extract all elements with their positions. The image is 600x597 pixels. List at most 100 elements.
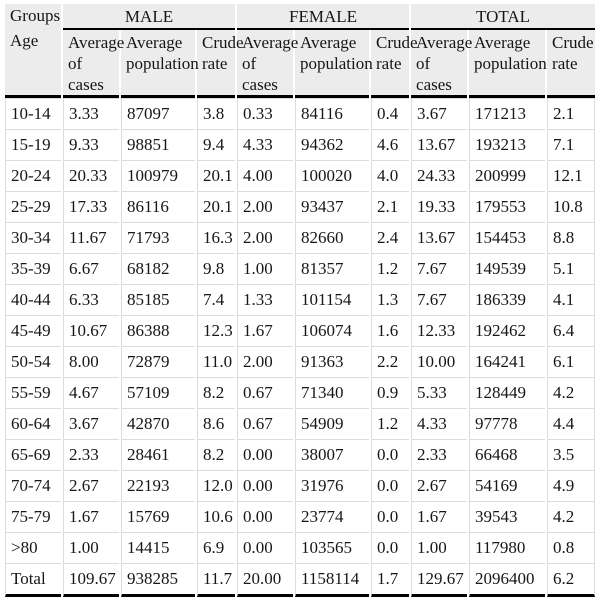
value-cell: 11.67 xyxy=(63,222,119,253)
value-cell: 4.0 xyxy=(371,160,410,191)
value-cell: 0.67 xyxy=(237,408,294,439)
value-cell: 0.33 xyxy=(237,98,294,129)
value-cell: 11.7 xyxy=(197,563,236,597)
value-cell: 3.67 xyxy=(63,408,119,439)
value-cell: 938285 xyxy=(121,563,195,597)
value-cell: 109.67 xyxy=(63,563,119,597)
value-cell: 9.33 xyxy=(63,129,119,160)
value-cell: 1.67 xyxy=(411,501,468,532)
value-cell: 4.4 xyxy=(547,408,596,439)
value-cell: 8.8 xyxy=(547,222,596,253)
value-cell: 66468 xyxy=(469,439,546,470)
value-cell: 1.00 xyxy=(63,532,119,563)
value-cell: 10.8 xyxy=(547,191,596,222)
corner-label-groups: Groups xyxy=(10,6,61,25)
table-row: 15-19 9.33 98851 9.4 4.33 94362 4.6 13.6… xyxy=(5,129,596,160)
value-cell: 20.1 xyxy=(197,191,236,222)
value-cell: 20.1 xyxy=(197,160,236,191)
value-cell: 1.00 xyxy=(237,253,294,284)
value-cell: 54169 xyxy=(469,470,546,501)
value-cell: 7.67 xyxy=(411,253,468,284)
value-cell: 15769 xyxy=(121,501,195,532)
value-cell: 0.00 xyxy=(237,439,294,470)
table-row: 60-64 3.67 42870 8.6 0.67 54909 1.2 4.33… xyxy=(5,408,596,439)
col-header-male-cases: Average of cases xyxy=(63,30,124,98)
value-cell: 42870 xyxy=(121,408,195,439)
value-cell: 0.9 xyxy=(371,377,410,408)
value-cell: 0.4 xyxy=(371,98,410,129)
value-cell: 6.9 xyxy=(197,532,236,563)
age-groups-table: Groups Age MALE FEMALE TOTAL Average of … xyxy=(3,4,597,597)
table-row: 70-74 2.67 22193 12.0 0.00 31976 0.0 2.6… xyxy=(5,470,596,501)
value-cell: 6.4 xyxy=(547,315,596,346)
value-cell: 117980 xyxy=(469,532,546,563)
value-cell: 94362 xyxy=(295,129,370,160)
table-row: 35-39 6.67 68182 9.8 1.00 81357 1.2 7.67… xyxy=(5,253,596,284)
group-header-female: FEMALE xyxy=(237,4,410,30)
value-cell: 57109 xyxy=(121,377,195,408)
value-cell: 81357 xyxy=(295,253,370,284)
value-cell: 1.2 xyxy=(371,408,410,439)
value-cell: 103565 xyxy=(295,532,370,563)
value-cell: 68182 xyxy=(121,253,195,284)
value-cell: 13.67 xyxy=(411,129,468,160)
value-cell: 2.33 xyxy=(411,439,468,470)
table-row: 75-79 1.67 15769 10.6 0.00 23774 0.0 1.6… xyxy=(5,501,596,532)
value-cell: 6.67 xyxy=(63,253,119,284)
table-row: 55-59 4.67 57109 8.2 0.67 71340 0.9 5.33… xyxy=(5,377,596,408)
age-label: 50-54 xyxy=(5,346,61,377)
value-cell: 2.67 xyxy=(63,470,119,501)
value-cell: 0.8 xyxy=(547,532,596,563)
value-cell: 1.33 xyxy=(237,284,294,315)
age-label: 25-29 xyxy=(5,191,61,222)
age-label: 65-69 xyxy=(5,439,61,470)
table-body: 10-14 3.33 87097 3.8 0.33 84116 0.4 3.67… xyxy=(5,98,596,597)
value-cell: 2.00 xyxy=(237,222,294,253)
value-cell: 7.1 xyxy=(547,129,596,160)
value-cell: 4.33 xyxy=(237,129,294,160)
table-row: 40-44 6.33 85185 7.4 1.33 101154 1.3 7.6… xyxy=(5,284,596,315)
table-row: 25-29 17.33 86116 20.1 2.00 93437 2.1 19… xyxy=(5,191,596,222)
age-label: 35-39 xyxy=(5,253,61,284)
value-cell: 4.2 xyxy=(547,501,596,532)
value-cell: 71340 xyxy=(295,377,370,408)
value-cell: 97778 xyxy=(469,408,546,439)
age-label: 15-19 xyxy=(5,129,61,160)
value-cell: 1.7 xyxy=(371,563,410,597)
table-row: 50-54 8.00 72879 11.0 2.00 91363 2.2 10.… xyxy=(5,346,596,377)
value-cell: 5.33 xyxy=(411,377,468,408)
value-cell: 5.1 xyxy=(547,253,596,284)
value-cell: 3.5 xyxy=(547,439,596,470)
value-cell: 1.67 xyxy=(63,501,119,532)
col-header-female-crude-rate: Crude rate xyxy=(371,30,418,98)
col-header-male-population: Average population xyxy=(121,30,199,98)
value-cell: 54909 xyxy=(295,408,370,439)
table-row: 45-49 10.67 86388 12.3 1.67 106074 1.6 1… xyxy=(5,315,596,346)
value-cell: 19.33 xyxy=(411,191,468,222)
value-cell: 171213 xyxy=(469,98,546,129)
group-header-total: TOTAL xyxy=(411,4,596,30)
group-header-row: Groups Age MALE FEMALE TOTAL xyxy=(5,4,596,98)
value-cell: 9.8 xyxy=(197,253,236,284)
value-cell: 4.6 xyxy=(371,129,410,160)
value-cell: 9.4 xyxy=(197,129,236,160)
value-cell: 0.00 xyxy=(237,532,294,563)
group-header-male: MALE xyxy=(63,4,236,30)
value-cell: 128449 xyxy=(469,377,546,408)
age-label: 70-74 xyxy=(5,470,61,501)
value-cell: 16.3 xyxy=(197,222,236,253)
value-cell: 28461 xyxy=(121,439,195,470)
value-cell: 106074 xyxy=(295,315,370,346)
value-cell: 101154 xyxy=(295,284,370,315)
value-cell: 4.2 xyxy=(547,377,596,408)
value-cell: 86116 xyxy=(121,191,195,222)
value-cell: 0.0 xyxy=(371,470,410,501)
value-cell: 1158114 xyxy=(295,563,370,597)
col-header-female-population: Average population xyxy=(295,30,373,98)
value-cell: 85185 xyxy=(121,284,195,315)
col-header-female-cases: Average of cases xyxy=(237,30,298,98)
value-cell: 100020 xyxy=(295,160,370,191)
age-label: 20-24 xyxy=(5,160,61,191)
value-cell: 0.00 xyxy=(237,470,294,501)
